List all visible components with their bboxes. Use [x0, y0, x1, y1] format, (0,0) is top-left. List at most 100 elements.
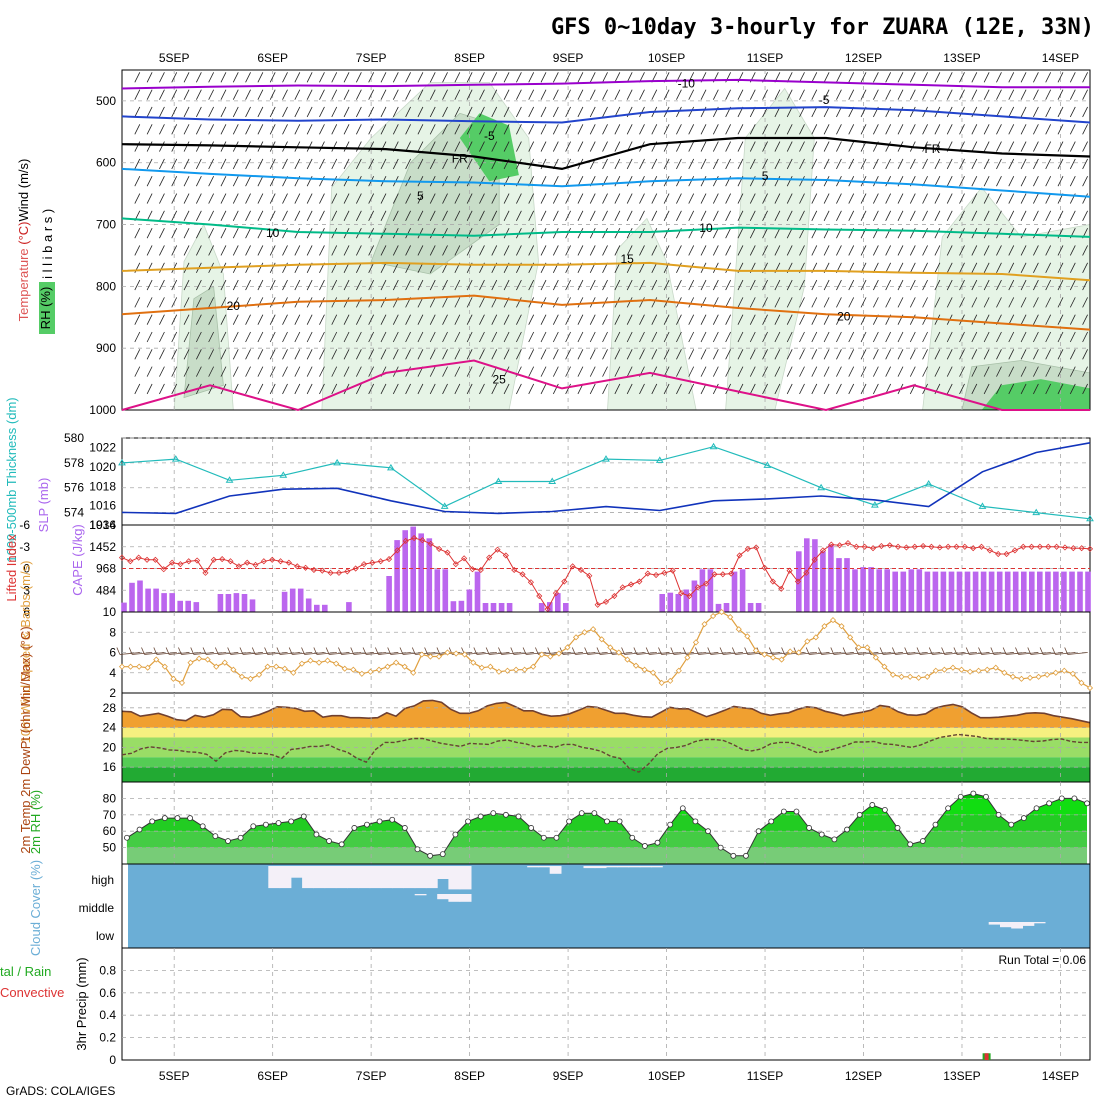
- wind-speed-point: [1018, 675, 1025, 682]
- wind-barb: [491, 279, 498, 291]
- wind-barb: [712, 89, 719, 100]
- bottom-date-tick: 6SEP: [257, 1069, 288, 1083]
- wind-barb: [848, 331, 855, 343]
- li-point: [561, 578, 568, 585]
- wind-barb: [159, 124, 165, 135]
- rh-point: [212, 833, 219, 840]
- wind-barb: [885, 124, 892, 135]
- wind-barb: [589, 72, 596, 83]
- wind-barb: [676, 314, 682, 325]
- wind-barb: [257, 89, 264, 100]
- rh-tick: 50: [103, 841, 117, 855]
- thickness-tick: 580: [64, 431, 84, 445]
- wind-barb: [242, 652, 264, 655]
- li-point: [127, 558, 134, 565]
- wind-barb: [269, 331, 276, 343]
- isotherm-line: [121, 106, 1091, 124]
- wind-barb: [171, 245, 178, 256]
- wind-speed-point: [418, 651, 425, 658]
- upper-ylabel-part: Wind: [16, 192, 31, 222]
- wind-barb: [996, 210, 1002, 222]
- wind-barb: [134, 245, 141, 256]
- cape-ylabel: CAPE (J/kg): [70, 524, 85, 596]
- li-point: [1028, 543, 1035, 550]
- wind-barb: [565, 314, 571, 325]
- cape-bar: [434, 569, 441, 612]
- wind-barb: [848, 124, 855, 135]
- li-point: [986, 547, 993, 554]
- wind-barb: [932, 652, 953, 655]
- wind-barb: [356, 245, 362, 256]
- wind-barb-flag: [473, 647, 478, 655]
- wind-barb: [909, 227, 916, 239]
- wind-barb: [737, 366, 744, 377]
- wind-barb: [417, 124, 424, 135]
- wind-barb: [639, 210, 645, 222]
- wind-barb-flag: [658, 647, 662, 655]
- wind-barb-flag: [522, 647, 527, 655]
- wind-barb: [1055, 652, 1076, 655]
- wind-speed-point: [213, 663, 220, 670]
- wind-barb: [698, 652, 719, 655]
- wind-barb: [700, 349, 707, 360]
- wind-barb: [319, 210, 325, 222]
- cape-bar: [305, 598, 312, 612]
- wind-barb: [872, 297, 879, 308]
- wind-barb: [306, 366, 313, 377]
- wind-speed-point: [298, 660, 305, 667]
- wind-barb: [700, 366, 707, 377]
- cloud-cell-high: [549, 866, 562, 874]
- wind-barb: [577, 72, 584, 83]
- wind-barb: [860, 349, 867, 360]
- cape-bar: [185, 600, 191, 612]
- wind-speed-point: [752, 647, 759, 654]
- wind-barb: [405, 124, 411, 135]
- wind-barb: [405, 227, 411, 239]
- wind-barb: [909, 245, 916, 256]
- rh-point: [679, 805, 686, 812]
- wind-barb: [577, 124, 584, 135]
- wind-barb: [663, 279, 670, 291]
- wind-barb: [860, 210, 867, 222]
- wind-speed-point: [615, 649, 622, 656]
- wind-barb: [503, 193, 510, 204]
- cape-bar: [916, 569, 923, 612]
- wind-barb: [294, 314, 301, 325]
- wind-barb: [934, 331, 941, 343]
- wind-barb: [442, 193, 448, 204]
- wind-barb: [762, 383, 768, 395]
- wind-barb: [688, 383, 695, 395]
- wind-barb: [983, 349, 990, 360]
- wind-barb: [257, 349, 264, 360]
- wind-barb: [1082, 141, 1088, 152]
- cape-bar: [739, 569, 746, 612]
- cape-bar: [137, 580, 143, 612]
- cloud-cell-middle: [448, 894, 461, 902]
- thickness-point: [333, 458, 341, 466]
- rh-point: [995, 811, 1002, 818]
- thickness-tick: 578: [64, 456, 84, 470]
- wind-barb: [725, 262, 732, 273]
- wind-barb: [220, 106, 227, 118]
- wind-tick: 2: [109, 686, 116, 700]
- rh-tick: 70: [103, 808, 117, 822]
- wind-barb: [712, 314, 719, 325]
- cape-bar: [490, 603, 497, 612]
- wind-barb: [232, 158, 239, 170]
- wind-barb-flag: [288, 647, 293, 655]
- wind-barb: [676, 89, 682, 100]
- wind-speed-point: [341, 665, 348, 672]
- wind-barb: [663, 349, 670, 360]
- li-point: [302, 564, 309, 571]
- wind-barb: [749, 349, 756, 360]
- li-point: [527, 579, 534, 586]
- wind-barb: [1020, 124, 1027, 135]
- wind-barb: [208, 124, 215, 135]
- bottom-date-tick: 14SEP: [1042, 1069, 1079, 1083]
- rh-point: [136, 826, 143, 833]
- li-point: [619, 584, 626, 591]
- wind-barb: [417, 106, 424, 118]
- wind-barb: [479, 176, 485, 187]
- cape-bar: [659, 594, 665, 612]
- wind-barb: [405, 106, 411, 118]
